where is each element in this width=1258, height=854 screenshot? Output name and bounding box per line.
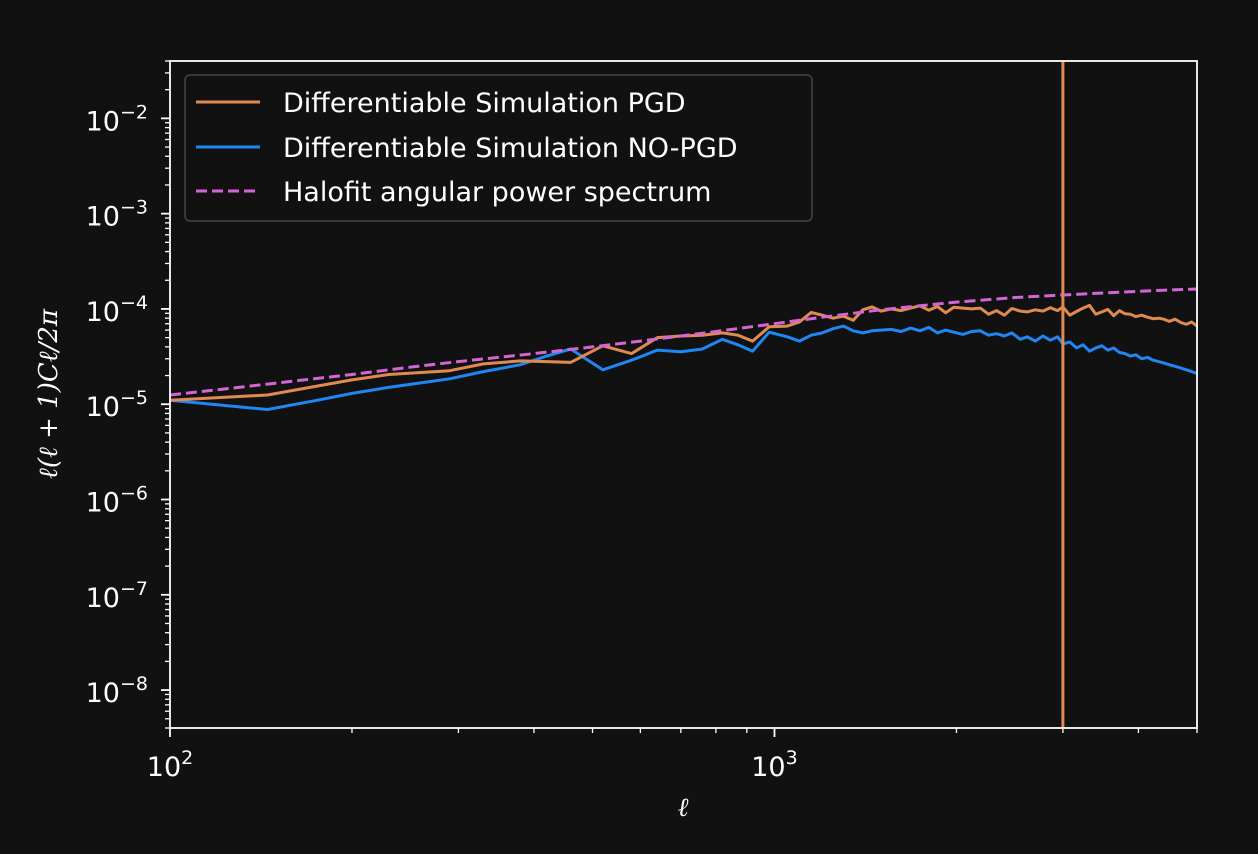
ticks-layer xyxy=(161,60,1198,737)
legend-label-nopgd: Differentiable Simulation NO-PGD xyxy=(283,133,738,164)
series-layer xyxy=(169,287,1198,411)
x-tick-label: 103 xyxy=(751,747,797,783)
y-tick-label: 10−3 xyxy=(86,197,148,233)
plot-frame xyxy=(169,60,1198,729)
x-axis-label: ℓ xyxy=(678,793,689,823)
legend-box xyxy=(184,74,813,222)
y-tick-label: 10−2 xyxy=(86,101,148,137)
series-line-2 xyxy=(169,287,1198,397)
y-tick-label: 10−8 xyxy=(86,673,148,709)
x-tick-label: 102 xyxy=(147,747,193,783)
series-line-0 xyxy=(169,303,1198,402)
legend: Differentiable Simulation PGD Differenti… xyxy=(184,74,813,222)
y-tick-label: 10−7 xyxy=(86,578,148,614)
y-axis-label: ℓ(ℓ + 1)Cℓ/2π xyxy=(34,308,64,479)
legend-label-pgd: Differentiable Simulation PGD xyxy=(283,88,686,119)
y-tick-label: 10−5 xyxy=(86,387,148,423)
y-tick-label: 10−6 xyxy=(86,483,148,519)
y-tick-label: 10−4 xyxy=(86,292,148,328)
tick-labels-layer: 102 103 10−2 10−3 10−4 10−5 10−6 10−7 10−8 xyxy=(86,101,798,783)
legend-label-halofit: Halofit angular power spectrum xyxy=(283,177,711,208)
series-line-1 xyxy=(169,324,1198,411)
